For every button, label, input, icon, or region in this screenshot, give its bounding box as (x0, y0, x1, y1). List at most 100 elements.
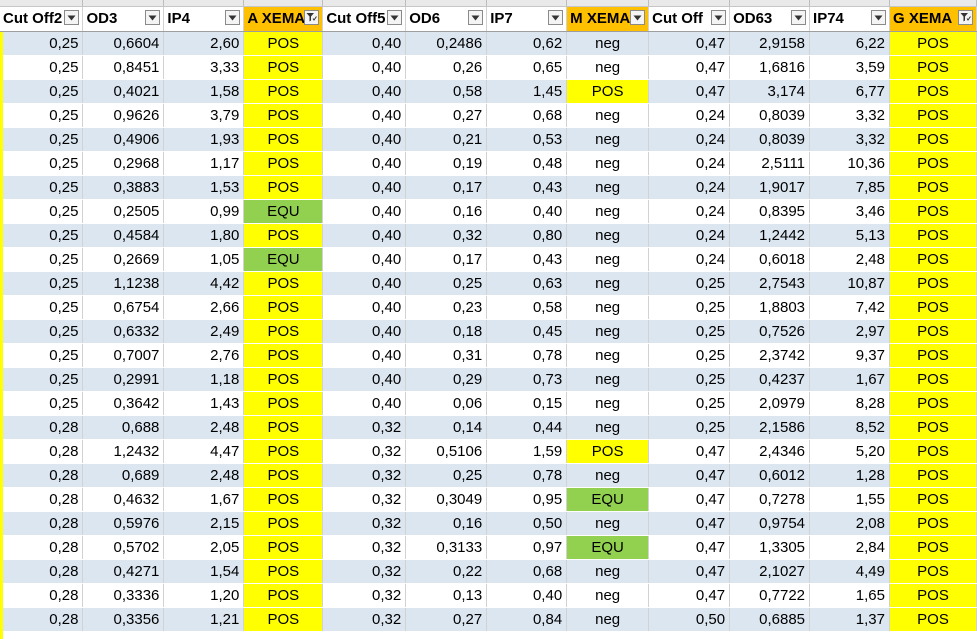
cell-cut-off5[interactable]: 0,40 (322, 151, 407, 176)
filter-dropdown-icon[interactable] (64, 10, 80, 25)
cell-a-xema[interactable]: POS (243, 511, 324, 536)
cell-od63[interactable]: 2,4346 (729, 439, 811, 464)
cell-cut-off5[interactable]: 0,32 (322, 487, 407, 512)
cell-a-xema[interactable]: EQU (243, 199, 324, 224)
cell-g-xema[interactable]: POS (889, 463, 977, 488)
cell-cut-off[interactable]: 0,24 (648, 223, 731, 248)
cell-cut-off2[interactable]: 0,25 (0, 127, 84, 152)
cell-od63[interactable]: 2,1586 (729, 415, 811, 440)
cell-od63[interactable]: 0,4237 (729, 367, 811, 392)
cell-od3[interactable]: 0,689 (82, 463, 165, 488)
column-letter-cell[interactable] (567, 0, 649, 6)
cell-cut-off5[interactable]: 0,40 (322, 367, 407, 392)
cell-ip7[interactable]: 0,68 (486, 559, 568, 584)
cell-od6[interactable]: 0,25 (405, 463, 488, 488)
cell-cut-off[interactable]: 0,47 (648, 487, 731, 512)
header-cell-g-xema[interactable]: G XEMA (889, 7, 977, 32)
filter-active-icon[interactable] (304, 10, 320, 25)
cell-cut-off2[interactable]: 0,25 (0, 223, 84, 248)
cell-od6[interactable]: 0,2486 (405, 31, 488, 56)
cell-od6[interactable]: 0,18 (405, 319, 488, 344)
cell-ip7[interactable]: 0,43 (486, 247, 568, 272)
cell-od6[interactable]: 0,26 (405, 55, 488, 80)
cell-m-xema[interactable]: neg (566, 31, 650, 56)
header-cell-od63[interactable]: OD63 (729, 7, 811, 32)
cell-m-xema[interactable]: neg (566, 415, 650, 440)
cell-g-xema[interactable]: POS (889, 319, 977, 344)
cell-od63[interactable]: 0,8395 (729, 199, 811, 224)
cell-ip4[interactable]: 2,48 (163, 463, 245, 488)
cell-cut-off[interactable]: 0,24 (648, 247, 731, 272)
cell-od63[interactable]: 0,7278 (729, 487, 811, 512)
cell-od6[interactable]: 0,27 (405, 103, 488, 128)
cell-cut-off[interactable]: 0,47 (648, 535, 731, 560)
cell-g-xema[interactable]: POS (889, 559, 977, 584)
cell-cut-off[interactable]: 0,25 (648, 271, 731, 296)
cell-ip4[interactable]: 0,99 (163, 199, 245, 224)
cell-g-xema[interactable]: POS (889, 79, 977, 104)
cell-a-xema[interactable]: POS (243, 31, 324, 56)
cell-m-xema[interactable]: POS (566, 439, 650, 464)
cell-ip7[interactable]: 0,50 (486, 511, 568, 536)
filter-dropdown-icon[interactable] (548, 10, 564, 25)
cell-m-xema[interactable]: EQU (566, 487, 650, 512)
cell-od3[interactable]: 0,5976 (82, 511, 165, 536)
cell-ip74[interactable]: 2,48 (809, 247, 890, 272)
filter-dropdown-icon[interactable] (791, 10, 807, 25)
cell-od6[interactable]: 0,14 (405, 415, 488, 440)
filter-dropdown-icon[interactable] (630, 10, 646, 25)
cell-od63[interactable]: 0,6018 (729, 247, 811, 272)
cell-cut-off5[interactable]: 0,40 (322, 247, 407, 272)
cell-ip74[interactable]: 8,52 (809, 415, 890, 440)
cell-a-xema[interactable]: POS (243, 391, 324, 416)
cell-od6[interactable]: 0,25 (405, 271, 488, 296)
cell-od3[interactable]: 1,1238 (82, 271, 165, 296)
cell-cut-off[interactable]: 0,25 (648, 319, 731, 344)
cell-cut-off5[interactable]: 0,32 (322, 439, 407, 464)
cell-od63[interactable]: 0,8039 (729, 103, 811, 128)
cell-ip7[interactable]: 0,53 (486, 127, 568, 152)
cell-ip7[interactable]: 0,78 (486, 463, 568, 488)
cell-g-xema[interactable]: POS (889, 199, 977, 224)
cell-od3[interactable]: 0,5702 (82, 535, 165, 560)
cell-g-xema[interactable]: POS (889, 295, 977, 320)
cell-g-xema[interactable]: POS (889, 535, 977, 560)
cell-od3[interactable]: 0,3642 (82, 391, 165, 416)
cell-ip4[interactable]: 1,43 (163, 391, 245, 416)
cell-od3[interactable]: 0,6754 (82, 295, 165, 320)
cell-ip4[interactable]: 1,53 (163, 175, 245, 200)
cell-od3[interactable]: 0,6604 (82, 31, 165, 56)
cell-cut-off2[interactable]: 0,25 (0, 247, 84, 272)
cell-od3[interactable]: 0,7007 (82, 343, 165, 368)
cell-od3[interactable]: 0,688 (82, 415, 165, 440)
cell-ip4[interactable]: 3,33 (163, 55, 245, 80)
filter-dropdown-icon[interactable] (870, 10, 886, 25)
column-letter-cell[interactable] (487, 0, 567, 6)
cell-ip4[interactable]: 2,05 (163, 535, 245, 560)
cell-cut-off[interactable]: 0,47 (648, 439, 731, 464)
cell-od6[interactable]: 0,58 (405, 79, 488, 104)
header-cell-a-xema[interactable]: A XEMA (243, 7, 324, 32)
cell-g-xema[interactable]: POS (889, 583, 977, 608)
cell-cut-off2[interactable]: 0,25 (0, 103, 84, 128)
cell-ip4[interactable]: 4,47 (163, 439, 245, 464)
cell-od3[interactable]: 0,6332 (82, 319, 165, 344)
cell-cut-off2[interactable]: 0,25 (0, 175, 84, 200)
cell-ip7[interactable]: 0,44 (486, 415, 568, 440)
cell-m-xema[interactable]: POS (566, 79, 650, 104)
cell-a-xema[interactable]: POS (243, 607, 324, 632)
cell-od63[interactable]: 2,9158 (729, 31, 811, 56)
cell-ip7[interactable]: 0,48 (486, 151, 568, 176)
cell-od3[interactable]: 0,4271 (82, 559, 165, 584)
cell-ip4[interactable]: 1,67 (163, 487, 245, 512)
cell-cut-off2[interactable]: 0,28 (0, 559, 84, 584)
cell-a-xema[interactable]: POS (243, 367, 324, 392)
cell-ip74[interactable]: 3,59 (809, 55, 890, 80)
cell-a-xema[interactable]: POS (243, 583, 324, 608)
cell-ip4[interactable]: 1,58 (163, 79, 245, 104)
filter-active-icon[interactable] (958, 10, 973, 25)
cell-od63[interactable]: 0,7526 (729, 319, 811, 344)
cell-g-xema[interactable]: POS (889, 151, 977, 176)
filter-dropdown-icon[interactable] (387, 10, 403, 25)
cell-cut-off[interactable]: 0,47 (648, 31, 731, 56)
